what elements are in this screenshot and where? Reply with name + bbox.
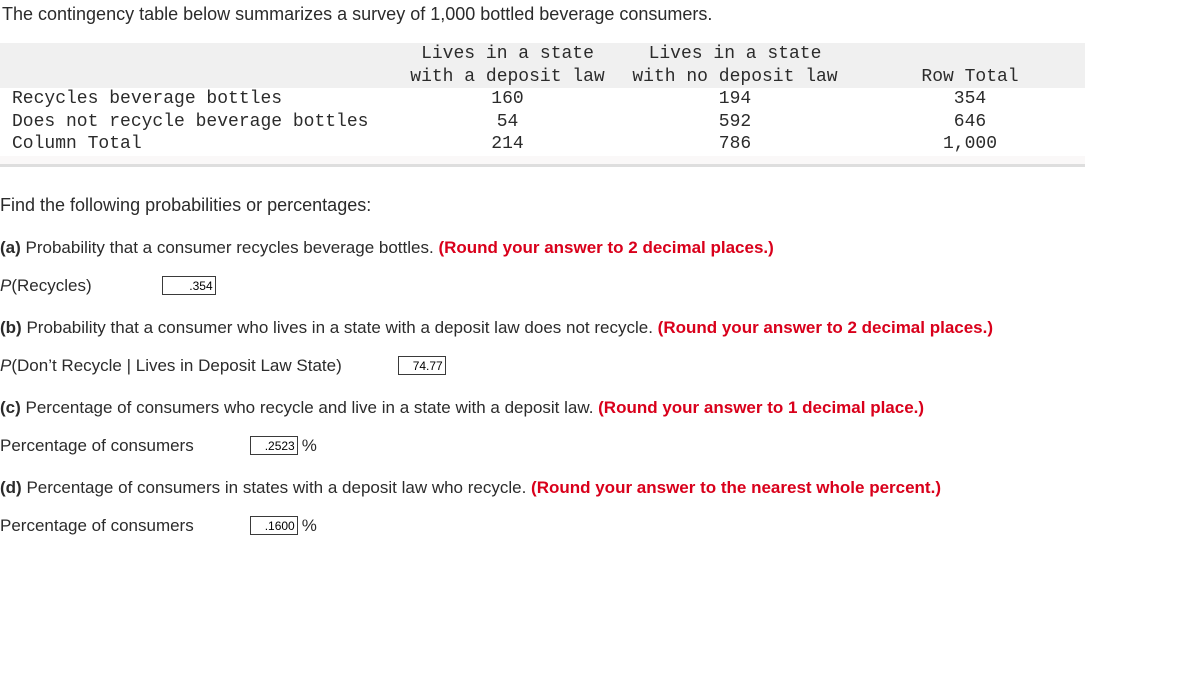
answer-a-input[interactable] xyxy=(162,276,216,295)
cell: 1,000 xyxy=(855,133,1085,156)
question-b: (b) Probability that a consumer who live… xyxy=(0,318,1200,338)
table-header-blank xyxy=(0,43,400,66)
row-label: Recycles beverage bottles xyxy=(0,88,400,111)
question-c-hint: (Round your answer to 1 decimal place.) xyxy=(598,398,924,417)
question-c-text: Percentage of consumers who recycle and … xyxy=(26,398,599,417)
table-header-rowtotal: Row Total xyxy=(855,66,1085,89)
question-a-hint: (Round your answer to 2 decimal places.) xyxy=(438,238,773,257)
question-a: (a) Probability that a consumer recycles… xyxy=(0,238,1200,258)
contingency-table: Lives in a state Lives in a state with a… xyxy=(0,43,1085,156)
table-header-col1-line1: Lives in a state xyxy=(400,43,615,66)
question-c-prefix: (c) xyxy=(0,398,26,417)
answer-row-a: P(Recycles) xyxy=(0,276,1200,296)
question-d-text: Percentage of consumers in states with a… xyxy=(26,478,531,497)
question-a-text: Probability that a consumer recycles bev… xyxy=(26,238,439,257)
question-b-prefix: (b) xyxy=(0,318,26,337)
section-heading: Find the following probabilities or perc… xyxy=(0,195,1200,216)
answer-c-input[interactable] xyxy=(250,436,298,455)
cell: 54 xyxy=(400,111,615,134)
table-header-col2-line2: with no deposit law xyxy=(615,66,855,89)
answer-d-input[interactable] xyxy=(250,516,298,535)
question-d: (d) Percentage of consumers in states wi… xyxy=(0,478,1200,498)
question-b-hint: (Round your answer to 2 decimal places.) xyxy=(658,318,993,337)
question-a-prefix: (a) xyxy=(0,238,26,257)
answer-row-b: P(Don’t Recycle | Lives in Deposit Law S… xyxy=(0,356,1200,376)
percent-sign: % xyxy=(302,516,317,536)
question-d-hint: (Round your answer to the nearest whole … xyxy=(531,478,941,497)
cell: 194 xyxy=(615,88,855,111)
table-row: Recycles beverage bottles 160 194 354 xyxy=(0,88,1085,111)
answer-row-c: Percentage of consumers % xyxy=(0,436,1200,456)
row-label: Does not recycle beverage bottles xyxy=(0,111,400,134)
table-header-col2-line1: Lives in a state xyxy=(615,43,855,66)
question-c: (c) Percentage of consumers who recycle … xyxy=(0,398,1200,418)
cell: 646 xyxy=(855,111,1085,134)
table-header-blank2 xyxy=(855,43,1085,66)
answer-d-label: Percentage of consumers xyxy=(0,516,194,536)
percent-sign: % xyxy=(302,436,317,456)
answer-b-label: P(Don’t Recycle | Lives in Deposit Law S… xyxy=(0,356,342,376)
cell: 786 xyxy=(615,133,855,156)
question-b-text: Probability that a consumer who lives in… xyxy=(26,318,657,337)
table-underbar xyxy=(0,156,1085,167)
answer-a-label: P(Recycles) xyxy=(0,276,92,296)
table-header-blank3 xyxy=(0,66,400,89)
cell: 160 xyxy=(400,88,615,111)
problem-intro: The contingency table below summarizes a… xyxy=(2,4,1200,25)
cell: 214 xyxy=(400,133,615,156)
answer-c-label: Percentage of consumers xyxy=(0,436,194,456)
table-header-col1-line2: with a deposit law xyxy=(400,66,615,89)
answer-row-d: Percentage of consumers % xyxy=(0,516,1200,536)
question-d-prefix: (d) xyxy=(0,478,26,497)
row-label: Column Total xyxy=(0,133,400,156)
cell: 592 xyxy=(615,111,855,134)
table-row: Column Total 214 786 1,000 xyxy=(0,133,1085,156)
answer-b-input[interactable] xyxy=(398,356,446,375)
cell: 354 xyxy=(855,88,1085,111)
table-row: Does not recycle beverage bottles 54 592… xyxy=(0,111,1085,134)
